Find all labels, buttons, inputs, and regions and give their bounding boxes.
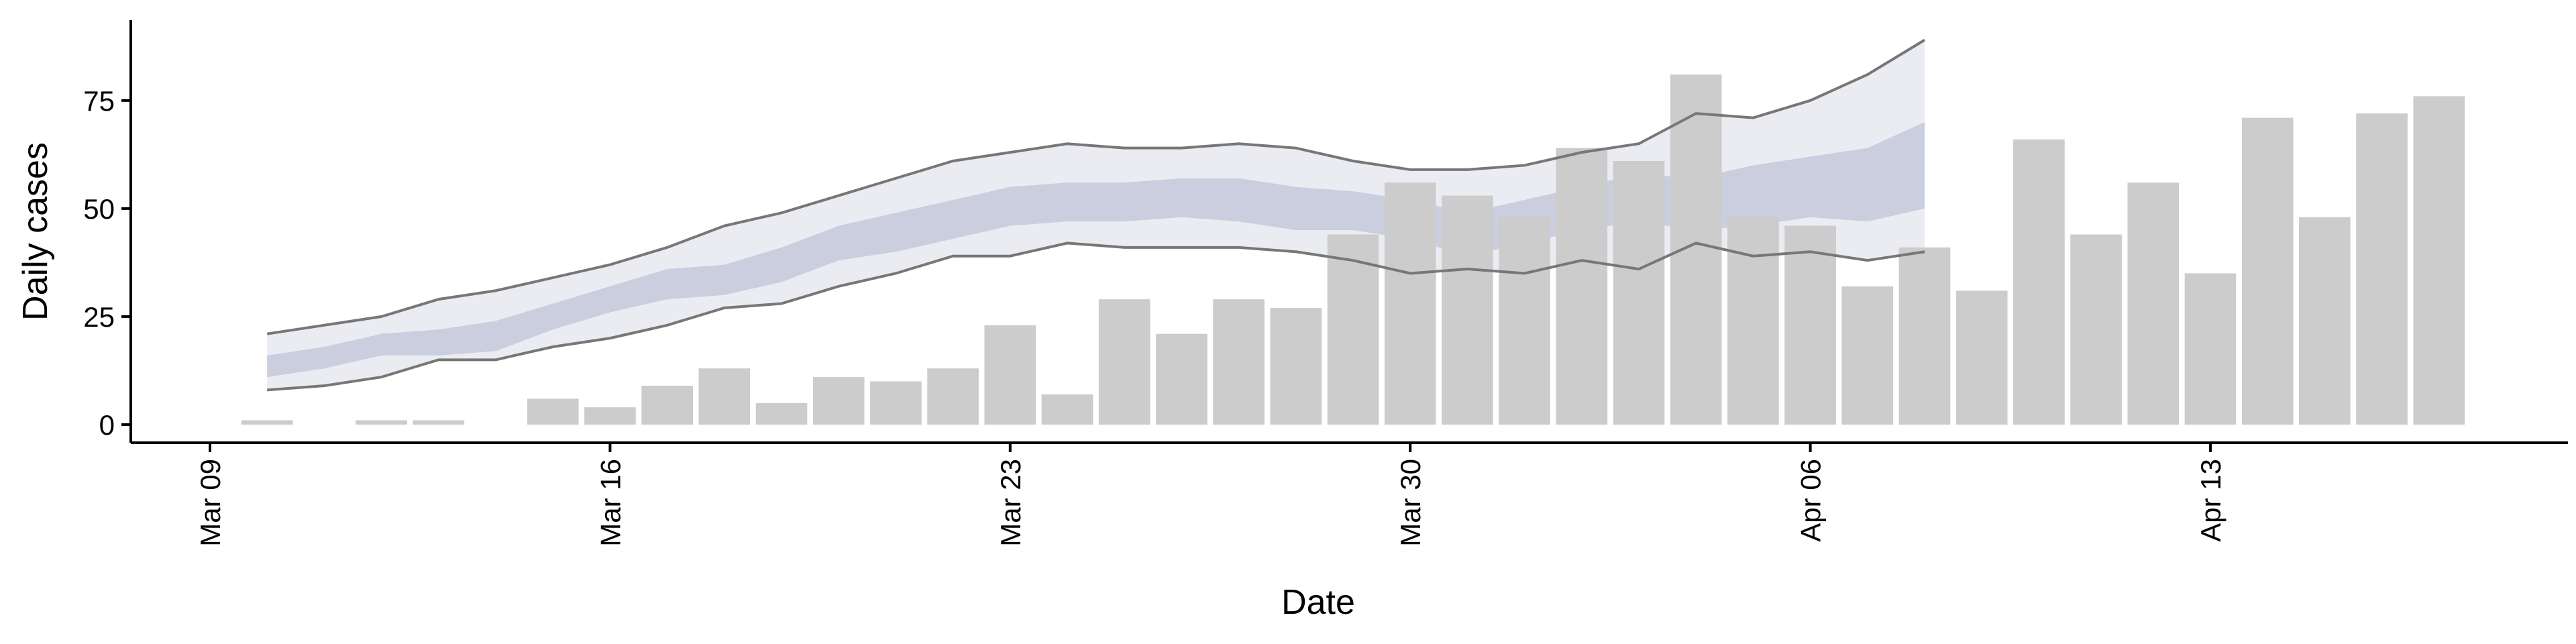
bar	[1384, 182, 1436, 425]
bar	[1898, 247, 1951, 425]
bar	[413, 420, 465, 425]
x-tick-label: Mar 09	[195, 459, 226, 547]
bar	[927, 368, 979, 425]
x-tick-label: Apr 13	[2195, 459, 2226, 542]
bar	[870, 381, 922, 425]
bar	[2299, 217, 2351, 425]
bar	[1041, 394, 1093, 425]
y-tick-label: 50	[83, 193, 115, 225]
bar	[1784, 225, 1836, 425]
bar	[1213, 299, 1265, 425]
bound-line	[266, 38, 1926, 335]
bar	[1442, 195, 1493, 425]
bar	[755, 402, 808, 425]
bar	[1613, 161, 1665, 425]
bound-line	[267, 241, 1925, 392]
x-tick-label: Apr 06	[1795, 459, 1827, 542]
bar	[1156, 333, 1208, 425]
bar	[641, 385, 693, 425]
y-axis-label: Daily cases	[16, 142, 55, 321]
y-tick-label: 75	[83, 85, 115, 117]
bar	[2241, 117, 2294, 425]
bar	[1556, 148, 1608, 425]
bar	[2184, 273, 2237, 425]
bar	[812, 377, 865, 425]
x-tick-label: Mar 30	[1395, 459, 1426, 547]
bar	[2070, 234, 2122, 425]
bar	[698, 368, 751, 425]
bar	[1841, 286, 1894, 425]
bar	[1670, 74, 1722, 425]
bar	[1270, 308, 1322, 425]
bar	[1098, 299, 1150, 425]
y-tick-label: 0	[99, 409, 115, 441]
x-tick-label: Mar 16	[594, 459, 626, 547]
x-tick-label: Mar 23	[995, 459, 1026, 547]
bar	[2013, 139, 2065, 425]
bar	[1955, 290, 2008, 425]
bar	[1327, 234, 1379, 425]
bar	[1499, 217, 1550, 425]
bar	[1727, 217, 1779, 425]
bar	[584, 407, 636, 425]
x-axis-label: Date	[1281, 583, 1355, 622]
bar	[984, 325, 1036, 425]
bar	[2413, 96, 2465, 425]
bar	[2356, 113, 2408, 425]
y-tick-label: 25	[83, 301, 115, 333]
bar	[241, 420, 293, 425]
bar	[356, 420, 407, 425]
bar	[527, 398, 579, 425]
bar	[2127, 182, 2180, 425]
ribbon	[267, 122, 1925, 378]
